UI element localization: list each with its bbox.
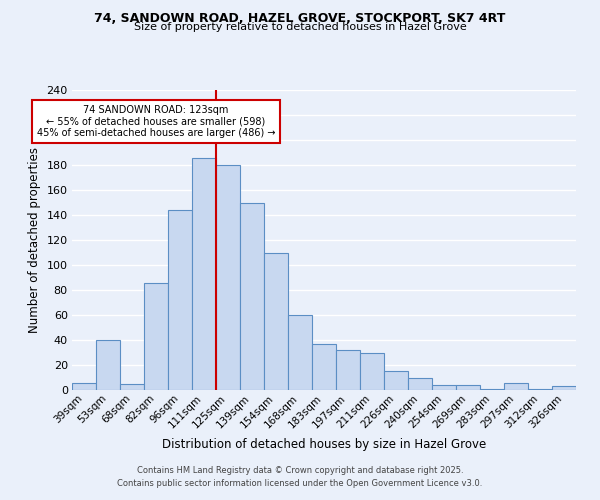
Text: 74 SANDOWN ROAD: 123sqm
← 55% of detached houses are smaller (598)
45% of semi-d: 74 SANDOWN ROAD: 123sqm ← 55% of detache…: [37, 105, 275, 138]
Bar: [120, 384, 144, 390]
Bar: [216, 165, 240, 390]
Bar: [288, 315, 312, 390]
Text: Contains HM Land Registry data © Crown copyright and database right 2025.
Contai: Contains HM Land Registry data © Crown c…: [118, 466, 482, 487]
X-axis label: Distribution of detached houses by size in Hazel Grove: Distribution of detached houses by size …: [162, 438, 486, 451]
Bar: [432, 385, 456, 390]
Bar: [264, 252, 288, 390]
Bar: [240, 202, 264, 390]
Bar: [504, 382, 528, 390]
Bar: [384, 371, 408, 390]
Y-axis label: Number of detached properties: Number of detached properties: [28, 147, 41, 333]
Text: Size of property relative to detached houses in Hazel Grove: Size of property relative to detached ho…: [134, 22, 466, 32]
Bar: [528, 389, 552, 390]
Bar: [480, 389, 504, 390]
Bar: [456, 385, 480, 390]
Bar: [96, 340, 120, 390]
Bar: [312, 344, 336, 390]
Bar: [192, 158, 216, 390]
Bar: [408, 378, 432, 390]
Bar: [72, 382, 96, 390]
Bar: [144, 282, 168, 390]
Text: 74, SANDOWN ROAD, HAZEL GROVE, STOCKPORT, SK7 4RT: 74, SANDOWN ROAD, HAZEL GROVE, STOCKPORT…: [94, 12, 506, 26]
Bar: [168, 210, 192, 390]
Bar: [336, 350, 360, 390]
Bar: [360, 352, 384, 390]
Bar: [552, 386, 576, 390]
